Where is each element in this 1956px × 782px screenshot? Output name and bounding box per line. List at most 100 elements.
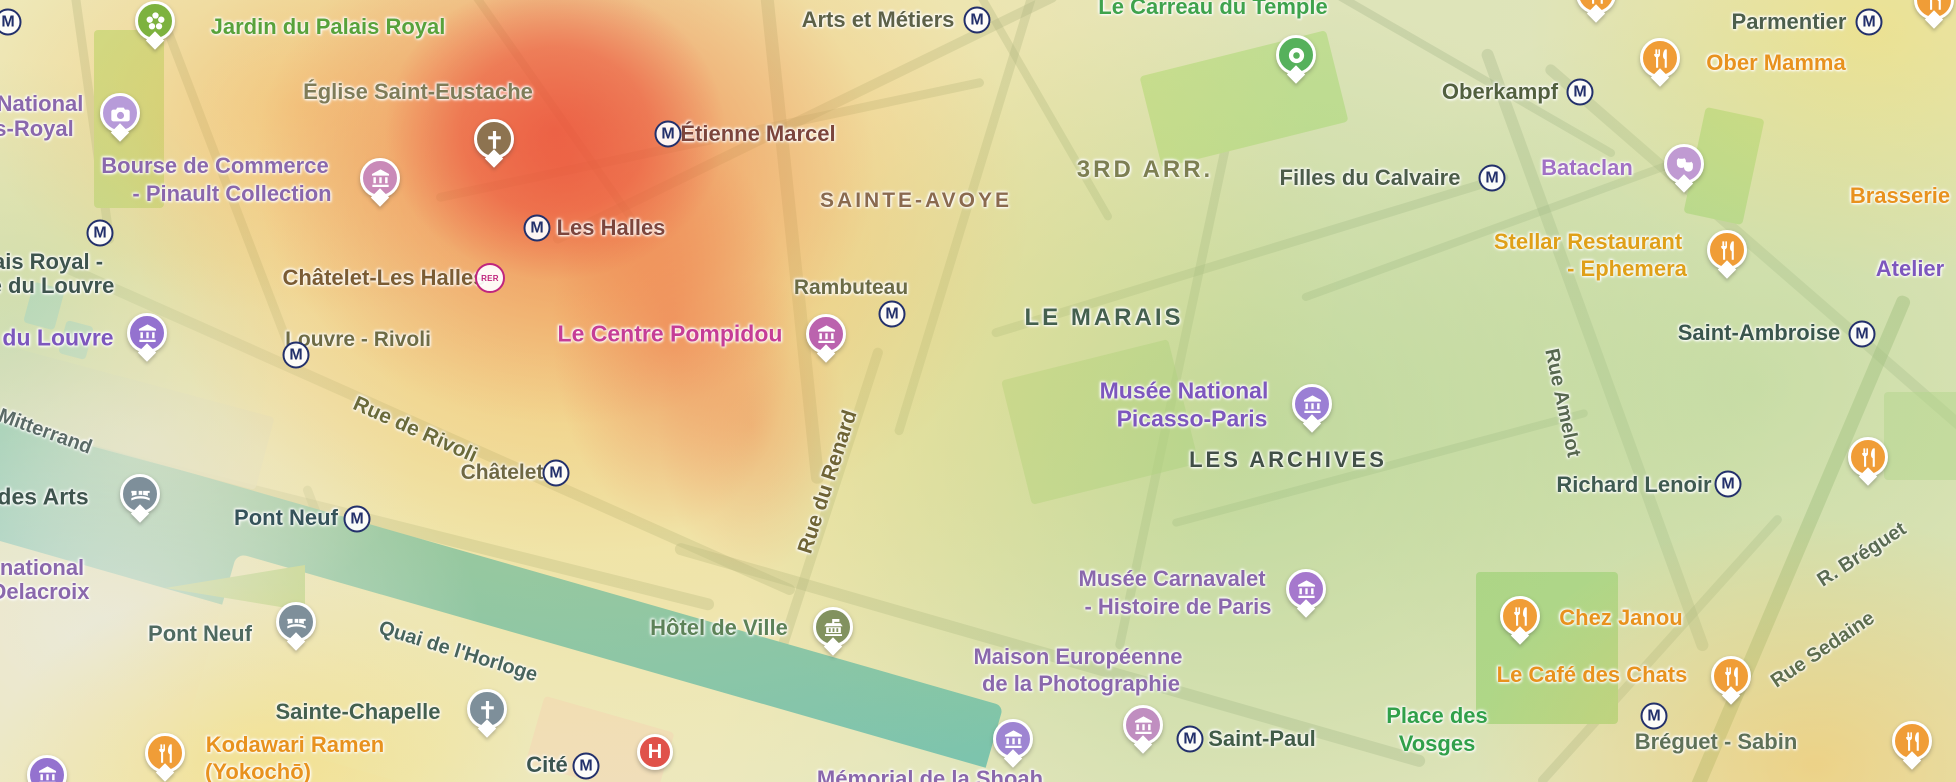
metro-badge-oberkampf[interactable]: M: [1566, 78, 1594, 106]
label-kodawari-ramen[interactable]: Kodawari Ramen: [205, 732, 385, 757]
metro-badge-saint-paul[interactable]: M: [1176, 725, 1204, 753]
label-arts-et-metiers[interactable]: Arts et Métiers: [801, 7, 955, 32]
metro-badge-pont-neuf[interactable]: M: [343, 505, 371, 533]
pin-musee-picasso[interactable]: [1292, 384, 1332, 424]
label-chez-janou[interactable]: Chez Janou: [1559, 605, 1683, 630]
pin-domaine-palais-royal[interactable]: [100, 93, 140, 133]
label-pinault-collection[interactable]: - Pinault Collection: [132, 181, 332, 206]
label-brasserie-cut[interactable]: Brasserie: [1849, 183, 1951, 208]
label-place-des[interactable]: Place des: [1386, 703, 1488, 728]
label-musee-national-cut[interactable]: national: [0, 555, 85, 580]
label-palais-royal-cut[interactable]: ais Royal -: [0, 249, 104, 274]
label-musee-carnavalet[interactable]: Musée Carnavalet: [1078, 566, 1266, 591]
label-hotel-de-ville[interactable]: Hôtel de Ville: [650, 615, 788, 640]
label-stellar-restaurant[interactable]: Stellar Restaurant: [1493, 229, 1683, 254]
pin-centre-pompidou[interactable]: [806, 314, 846, 354]
pin-restaurant-top-cut[interactable]: [1576, 0, 1616, 14]
label-oberkampf[interactable]: Oberkampf: [1441, 79, 1559, 104]
label-le-carreau-du-temple[interactable]: Le Carreau du Temple: [1098, 0, 1328, 19]
pin-stellar-restaurant[interactable]: [1707, 230, 1747, 270]
label-rambuteau[interactable]: Rambuteau: [793, 276, 909, 299]
metro-badge-saint-ambroise[interactable]: M: [1848, 320, 1876, 348]
pin-hotel-de-ville[interactable]: [813, 607, 853, 647]
metro-badge-les-halles[interactable]: M: [523, 214, 551, 242]
pin-musee-du-louvre[interactable]: [127, 313, 167, 353]
label-les-halles[interactable]: Les Halles: [556, 215, 666, 240]
label-atelier-cut[interactable]: Atelier: [1875, 256, 1945, 281]
label-national-cut[interactable]: National: [0, 91, 84, 116]
pin-eglise-saint-eustache[interactable]: [474, 119, 514, 159]
label-chatelet-les-halles[interactable]: Châtelet-Les Halles: [282, 265, 486, 290]
label-musee-national[interactable]: Musée National: [1099, 377, 1269, 404]
pin-restaurant-top-right-cut[interactable]: [1914, 0, 1954, 20]
label-etienne-marcel[interactable]: Étienne Marcel: [680, 121, 836, 146]
pin-jardin-palais-royal[interactable]: [135, 1, 175, 41]
label-le-centre-pompidou[interactable]: Le Centre Pompidou: [557, 320, 783, 347]
label-delacroix-cut[interactable]: Delacroix: [0, 579, 90, 604]
metro-badge-palais-royal[interactable]: M: [86, 219, 114, 247]
label-ober-mamma[interactable]: Ober Mamma: [1706, 50, 1846, 75]
pin-musee-carnavalet[interactable]: [1286, 569, 1326, 609]
label-le-cafe-des-chats[interactable]: Le Café des Chats: [1496, 662, 1688, 687]
metro-badge-arts-et-metiers[interactable]: M: [963, 6, 991, 34]
label-eglise-saint-eustache[interactable]: Église Saint-Eustache: [303, 79, 533, 104]
pin-mep[interactable]: [1123, 705, 1163, 745]
pin-pont-neuf[interactable]: [276, 602, 316, 642]
metro-badge-cite[interactable]: M: [572, 752, 600, 780]
pin-chez-janou[interactable]: [1500, 596, 1540, 636]
metro-badge-parmentier[interactable]: M: [1855, 8, 1883, 36]
pin-bataclan[interactable]: [1664, 144, 1704, 184]
label-yokocho[interactable]: (Yokochō): [205, 759, 311, 782]
label-breguet-sabin[interactable]: Bréguet - Sabin: [1634, 729, 1798, 754]
label-s-royal-cut[interactable]: s-Royal: [0, 116, 74, 141]
label-de-la-photographie[interactable]: de la Photographie: [981, 671, 1181, 696]
metro-badge-richard-lenoir[interactable]: M: [1714, 470, 1742, 498]
label-saint-ambroise[interactable]: Saint-Ambroise: [1677, 320, 1841, 345]
label-pont-des-arts-cut[interactable]: t des Arts: [0, 483, 89, 510]
hospital-badge-hotel-dieu[interactable]: H: [637, 734, 673, 770]
metro-badge-chatelet[interactable]: M: [542, 459, 570, 487]
pin-ober-mamma[interactable]: [1640, 38, 1680, 78]
metro-badge-filles-du-calvaire[interactable]: M: [1478, 164, 1506, 192]
pin-carreau-du-temple[interactable]: [1276, 35, 1316, 75]
label-cite[interactable]: Cité: [526, 752, 568, 777]
pin-pont-des-arts[interactable]: [120, 474, 160, 514]
label-memorial-de-la-shoah-cut[interactable]: Mémorial de la Shoah: [816, 766, 1044, 782]
metro-badge-breguet-sabin[interactable]: M: [1640, 702, 1668, 730]
restaurant-icon: [1905, 731, 1919, 751]
pin-memorial-shoah[interactable]: [993, 719, 1033, 759]
museum-icon: [138, 323, 156, 342]
label-histoire-de-paris[interactable]: - Histoire de Paris: [1084, 594, 1272, 619]
pin-le-cafe-des-chats[interactable]: [1711, 656, 1751, 696]
metro-badge-rambuteau[interactable]: M: [878, 300, 906, 328]
metro-badge-etienne-marcel[interactable]: M: [654, 120, 682, 148]
label-picasso-paris[interactable]: Picasso-Paris: [1116, 405, 1268, 432]
label-sainte-chapelle[interactable]: Sainte-Chapelle: [275, 699, 441, 724]
label-pont-neuf-bridge[interactable]: Pont Neuf: [148, 621, 252, 646]
label-richard-lenoir[interactable]: Richard Lenoir: [1556, 472, 1712, 497]
label-bataclan[interactable]: Bataclan: [1541, 155, 1633, 180]
pin-sainte-chapelle[interactable]: [467, 689, 507, 729]
label-ephemera[interactable]: - Ephemera: [1567, 256, 1687, 281]
metro-badge-top-left-cut[interactable]: M: [0, 8, 22, 36]
label-pont-neuf-station[interactable]: Pont Neuf: [234, 505, 338, 530]
label-filles-du-calvaire[interactable]: Filles du Calvaire: [1279, 165, 1461, 190]
metro-badge-louvre-rivoli[interactable]: M: [282, 341, 310, 369]
label-saint-paul[interactable]: Saint-Paul: [1208, 726, 1316, 751]
label-jardin-du-palais-royal[interactable]: Jardin du Palais Royal: [210, 14, 446, 39]
label-parmentier[interactable]: Parmentier: [1731, 9, 1847, 34]
label-du-louvre-cut[interactable]: du Louvre: [2, 324, 114, 351]
label-vosges[interactable]: Vosges: [1398, 731, 1476, 756]
rer-badge-chatelet-les-halles[interactable]: RER: [475, 263, 505, 293]
pin-musee-delacroix-cut[interactable]: [27, 755, 67, 782]
restaurant-icon: [1720, 240, 1734, 260]
pin-bourse-de-commerce[interactable]: [360, 158, 400, 198]
label-bourse-de-commerce[interactable]: Bourse de Commerce: [101, 153, 329, 178]
label-musee-du-louvre-cut[interactable]: e du Louvre: [0, 273, 115, 298]
pin-restaurant-bottom-right[interactable]: [1892, 721, 1932, 761]
label-chatelet[interactable]: Châtelet: [460, 461, 544, 484]
label-maison-europeenne[interactable]: Maison Européenne: [973, 644, 1183, 669]
pin-restaurant-right-edge[interactable]: [1848, 437, 1888, 477]
pin-kodawari-ramen[interactable]: [145, 733, 185, 773]
